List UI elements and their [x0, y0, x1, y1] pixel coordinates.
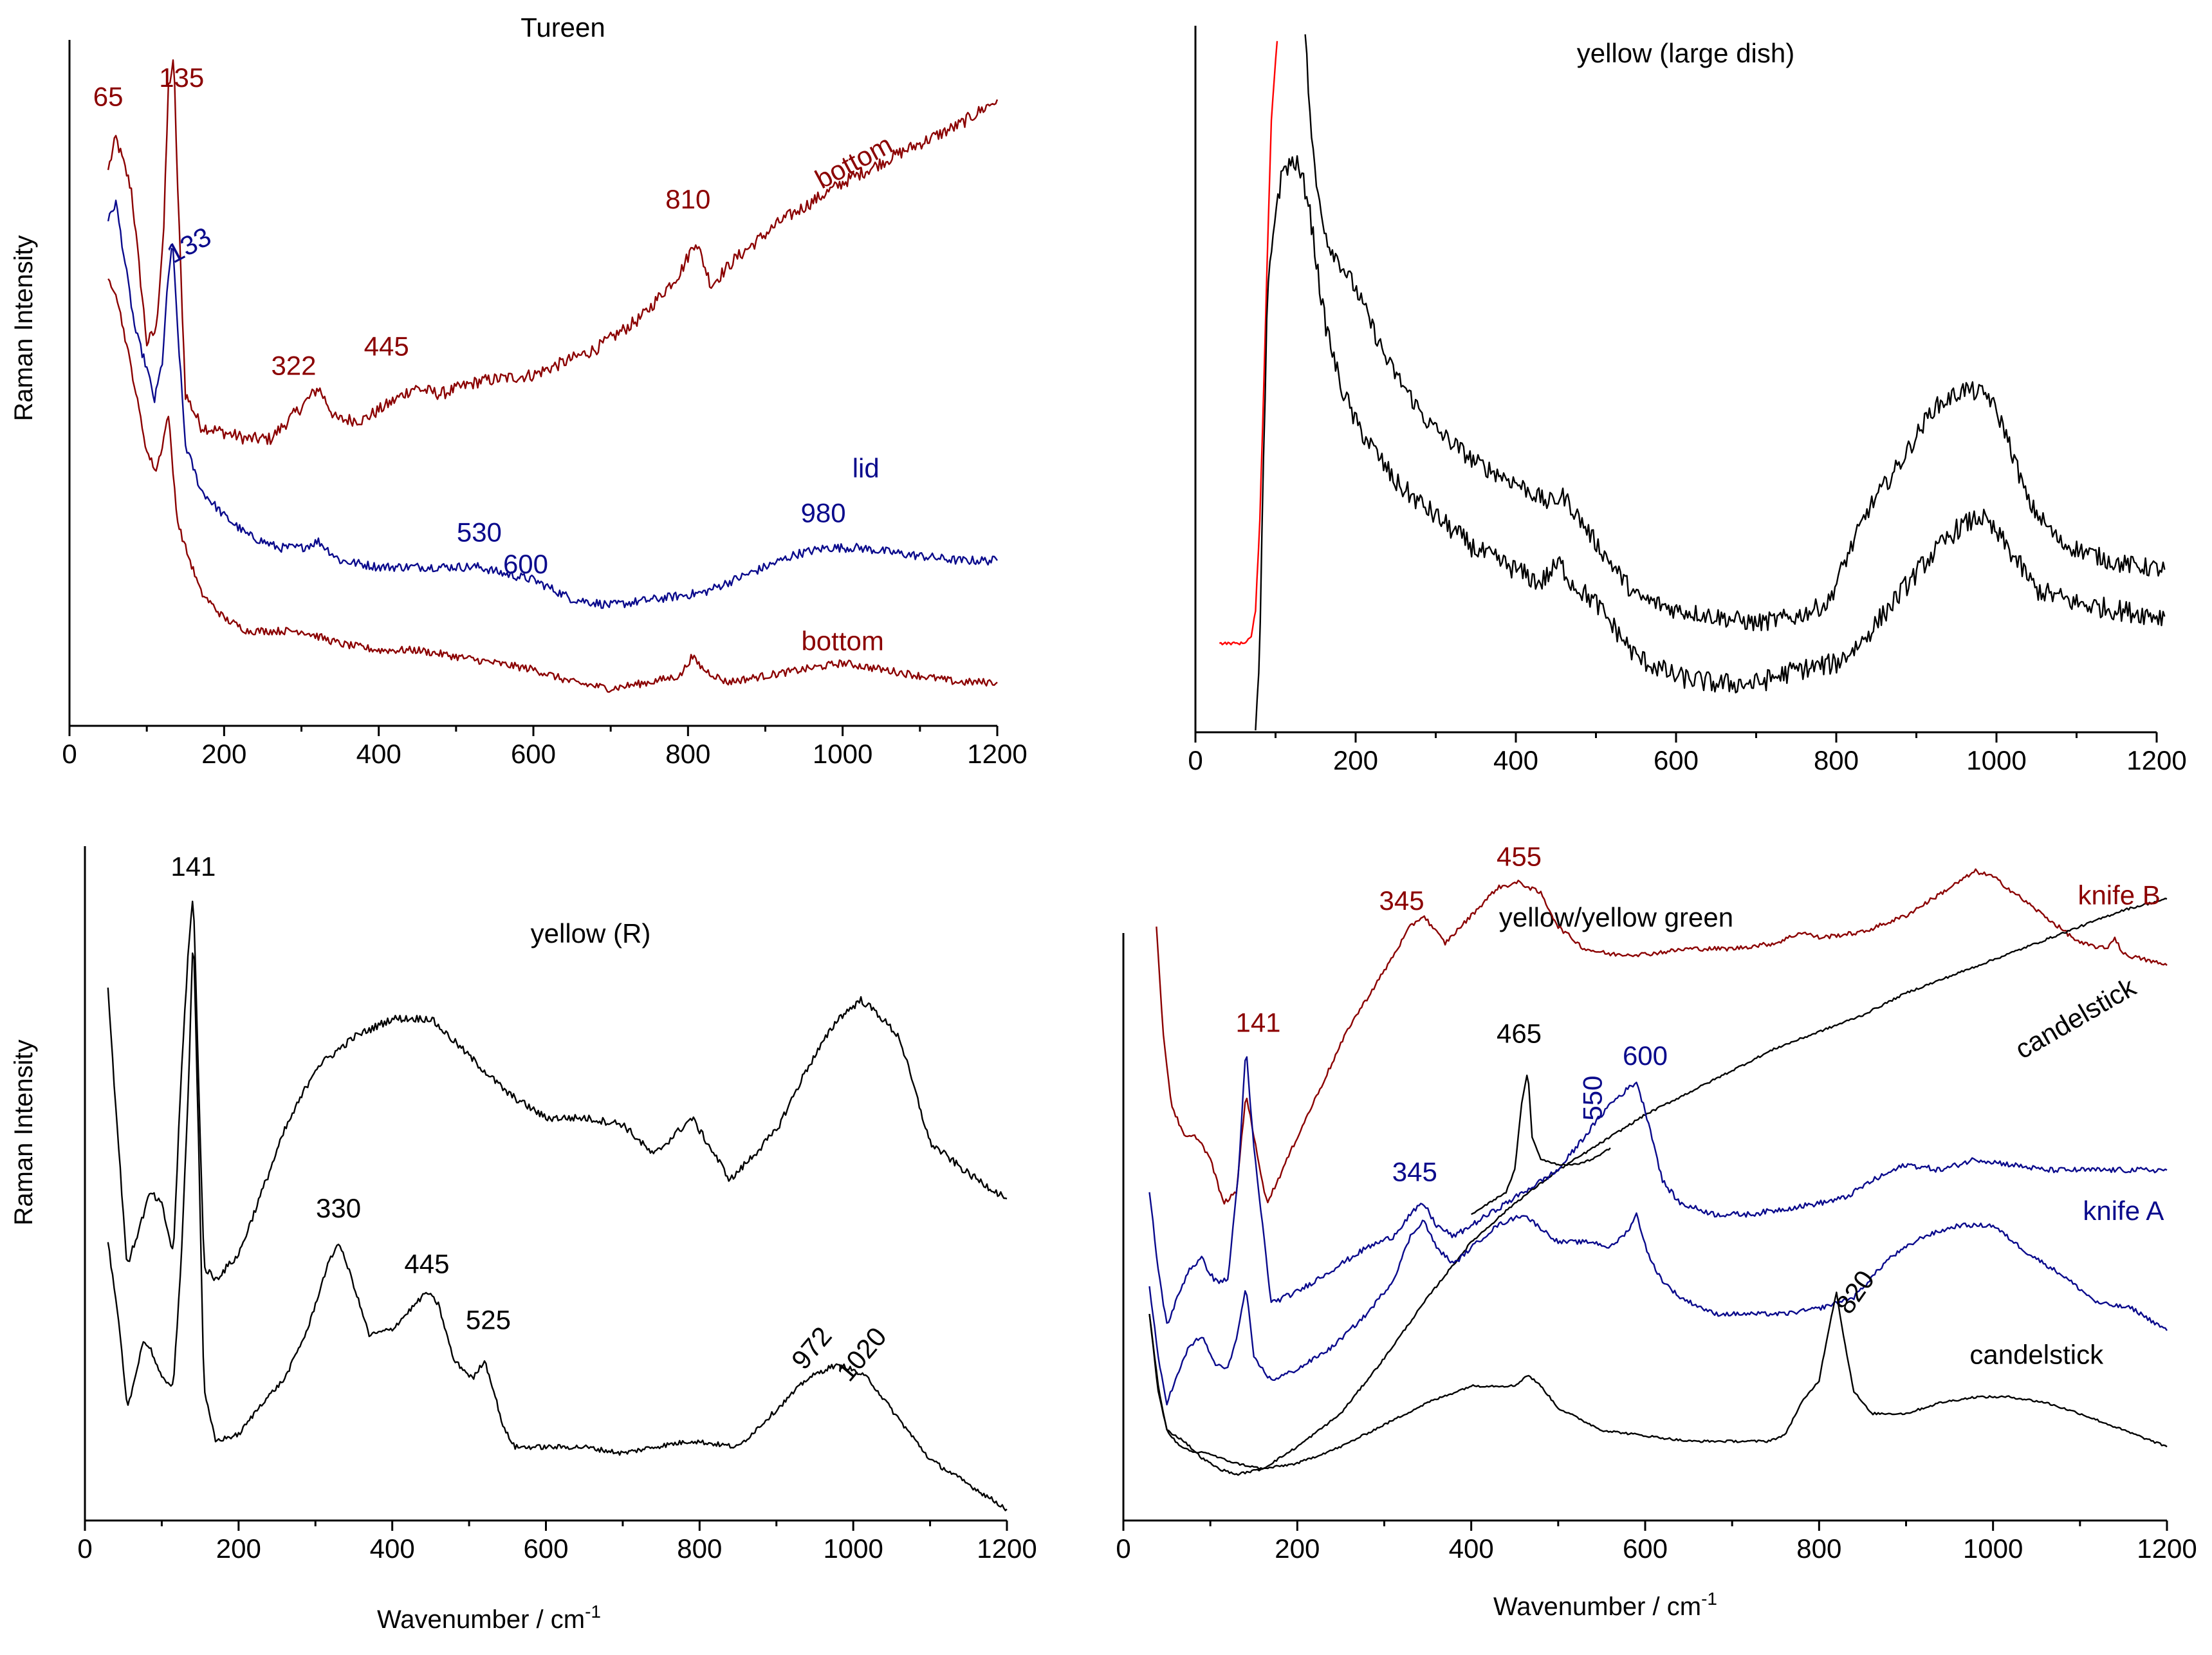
x-tick-label: 600	[1654, 745, 1699, 775]
x-tick-label: 200	[216, 1533, 261, 1564]
peak-label: bottom	[801, 625, 883, 656]
x-tick-label: 1000	[1963, 1533, 2023, 1564]
series-line-0	[1156, 868, 2168, 1205]
x-tick-label: 400	[1449, 1533, 1494, 1564]
x-tick-label: 1200	[2137, 1533, 2197, 1564]
x-tick-label: 1200	[977, 1533, 1037, 1564]
peak-label: lid	[853, 453, 880, 483]
peak-label: 65	[93, 82, 124, 112]
series-line-1	[1148, 897, 2168, 1476]
series-line-3	[1148, 1212, 2168, 1406]
series-line-2	[107, 278, 998, 693]
x-tick-label: 800	[1814, 745, 1859, 775]
panel-yellow-yellow-green: 0 200 400 600 800 1000 1200 yellow/yellow green…	[1116, 841, 2197, 1564]
peak-label: 600	[503, 549, 548, 579]
peak-label: 820	[1830, 1265, 1881, 1319]
peak-label: candelstick	[2010, 971, 2141, 1064]
x-tick-label: 400	[356, 739, 401, 769]
peak-label: knife B	[2078, 880, 2160, 911]
peak-label: 330	[316, 1193, 361, 1223]
x-tick-label: 1000	[813, 739, 872, 769]
peak-label: 550	[1577, 1076, 1607, 1121]
x-tick-label: 1000	[823, 1533, 883, 1564]
peak-label: knife A	[2083, 1196, 2164, 1226]
panel-yellow-large-dish: 0 200 400 600 800 1000 1200 yellow (large dish)	[1188, 26, 2187, 775]
peak-label: 525	[466, 1305, 511, 1335]
peak-label: 455	[1497, 841, 1542, 871]
chart-title: yellow (R)	[531, 918, 651, 948]
x-axis-label-left: Wavenumber / cm-1	[377, 1602, 601, 1634]
peak-label: 135	[159, 62, 204, 93]
series-line-1	[107, 952, 1008, 1512]
x-tick-label: 0	[77, 1533, 92, 1564]
x-tick-label: 800	[1796, 1533, 1841, 1564]
series-line-4	[1148, 1291, 2168, 1470]
peak-label: 465	[1497, 1019, 1542, 1049]
panel-tureen: 0 200 400 600 800 1000 1200Tureen6513513332244…	[62, 12, 1027, 769]
x-axis-label-left-sup: -1	[585, 1602, 601, 1622]
x-tick-label: 0	[1116, 1533, 1130, 1564]
x-tick-label: 0	[62, 739, 77, 769]
peak-label: candelstick	[1969, 1339, 2104, 1369]
chart-title: yellow (large dish)	[1577, 38, 1794, 68]
series-line-0	[1219, 41, 1278, 645]
chart-title: yellow/yellow green	[1499, 902, 1733, 932]
x-axis-label-right-main: Wavenumber / cm	[1493, 1593, 1701, 1621]
x-tick-label: 400	[1493, 745, 1538, 775]
panel-yellow-r: 0 200 400 600 800 1000 1200 yellow (R) 141 330 445…	[77, 846, 1037, 1564]
peak-label: 141	[1235, 1007, 1280, 1037]
peak-label: 141	[171, 851, 216, 882]
x-tick-label: 800	[677, 1533, 722, 1564]
x-axis-label-left-main: Wavenumber / cm	[377, 1605, 585, 1634]
peak-label: 1020	[831, 1322, 892, 1387]
peak-label: 445	[404, 1249, 449, 1279]
x-tick-label: 0	[1188, 745, 1203, 775]
series-line-2	[1148, 1056, 2168, 1324]
x-tick-label: 1200	[967, 739, 1027, 769]
chart-title: Tureen	[521, 12, 605, 42]
peak-label: 322	[271, 351, 316, 381]
x-tick-label: 800	[665, 739, 710, 769]
peak-label: 980	[801, 497, 846, 528]
series-line-1	[107, 199, 998, 609]
x-tick-label: 200	[1275, 1533, 1320, 1564]
x-tick-label: 600	[1623, 1533, 1668, 1564]
peak-label: 345	[1379, 885, 1424, 916]
x-tick-label: 200	[1333, 745, 1378, 775]
peak-label: bottom	[810, 129, 897, 194]
peak-label: 600	[1623, 1040, 1668, 1071]
peak-label: 345	[1392, 1157, 1437, 1187]
series-line-0	[107, 900, 1008, 1281]
x-tick-label: 1000	[1966, 745, 2026, 775]
series-line-1	[1304, 34, 2166, 631]
x-tick-label: 600	[523, 1533, 568, 1564]
peak-label: 530	[457, 517, 502, 547]
peak-label: 810	[665, 184, 710, 214]
x-tick-label: 600	[511, 739, 556, 769]
x-tick-label: 1200	[2126, 745, 2186, 775]
x-tick-label: 400	[370, 1533, 415, 1564]
peak-label: 445	[364, 331, 409, 362]
series-line-2	[1255, 155, 2166, 731]
x-tick-label: 200	[201, 739, 246, 769]
y-axis-label-top: Raman Intensity	[10, 235, 38, 421]
series-line-5	[1471, 1074, 1611, 1216]
series-line-0	[107, 59, 999, 445]
y-axis-label-bottom: Raman Intensity	[10, 1039, 38, 1225]
x-axis-label-right: Wavenumber / cm-1	[1493, 1589, 1717, 1621]
x-axis-label-right-sup: -1	[1701, 1589, 1717, 1609]
